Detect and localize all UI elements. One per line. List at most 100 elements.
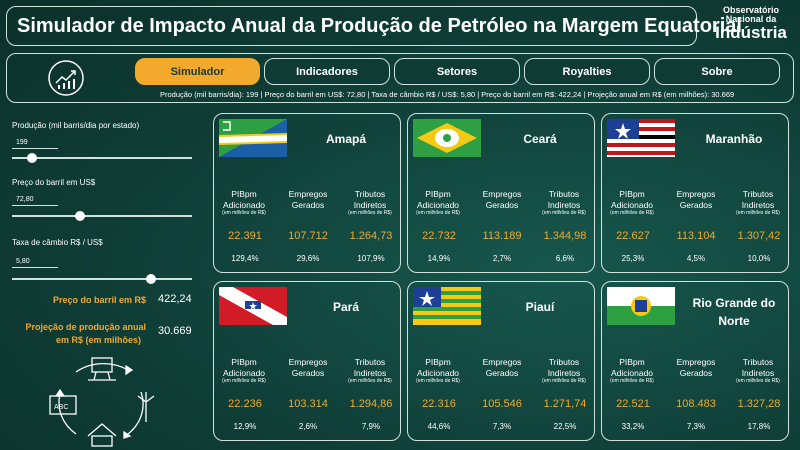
- pib-pct: 33,2%: [621, 422, 645, 431]
- tab-simulador[interactable]: Simulador: [135, 58, 260, 85]
- fx-input[interactable]: 5,80: [16, 258, 30, 265]
- page-title: Simulador de Impacto Anual da Produção d…: [17, 15, 742, 37]
- trib-unit: (em milhões de R$): [736, 210, 780, 216]
- pib-pct: 129,4%: [231, 254, 259, 263]
- trib-unit: (em milhões de R$): [542, 210, 586, 216]
- pib-value: 22.236: [228, 398, 262, 410]
- state-name: Pará: [332, 300, 360, 314]
- price-brl-label: Preço do barril em R$: [52, 295, 146, 305]
- trib-unit: (em milhões de R$): [542, 378, 586, 384]
- pib-header: PIBpm Adicionado: [416, 357, 460, 378]
- pib-unit: (em milhões de R$): [610, 210, 654, 216]
- trib-header: Tributos Indiretos: [547, 189, 581, 210]
- emp-header: Empregos Gerados: [482, 357, 522, 378]
- fx-slider-handle[interactable]: [145, 274, 156, 284]
- pib-unit: (em milhões de R$): [222, 378, 266, 384]
- logo-line-1: Observatório: [722, 5, 780, 15]
- production-input[interactable]: 199: [16, 139, 28, 146]
- emp-header: Empregos Gerados: [676, 189, 716, 210]
- trib-value: 1.294,86: [349, 398, 393, 410]
- state-card-rio-grande-do-norte: Rio Grande do Norte PIBpm Adicionado Emp…: [601, 281, 789, 441]
- state-name: Maranhão: [705, 132, 763, 146]
- trib-unit: (em milhões de R$): [348, 378, 392, 384]
- trib-value: 1.264,73: [349, 230, 393, 242]
- trib-header: Tributos Indiretos: [741, 357, 775, 378]
- price-brl-value: 422,24: [158, 293, 192, 305]
- emp-value: 113.189: [482, 230, 522, 242]
- state-card-maranhao: Maranhão PIBpm Adicionado Empregos Gerad…: [601, 113, 789, 273]
- ceara-flag: [413, 119, 481, 157]
- emp-value: 105.546: [482, 398, 522, 410]
- state-name: Rio Grande do Norte: [692, 296, 776, 328]
- fx-label: Taxa de câmbio R$ / US$: [12, 238, 103, 247]
- pib-header: PIBpm Adicionado: [610, 189, 654, 210]
- production-slider-handle[interactable]: [26, 153, 37, 163]
- logo-line-2: Nacional da: [725, 14, 777, 24]
- trib-header: Tributos Indiretos: [547, 357, 581, 378]
- trib-pct: 107,9%: [357, 254, 385, 263]
- trib-pct: 6,6%: [555, 254, 575, 263]
- tab-sobre[interactable]: Sobre: [654, 58, 780, 85]
- fx-input-underline: [12, 267, 58, 268]
- price-usd-slider-track[interactable]: [12, 215, 192, 217]
- state-name: Amapá: [325, 132, 366, 146]
- tab-setores[interactable]: Setores: [394, 58, 520, 85]
- pib-value: 22.316: [422, 398, 456, 410]
- growth-chart-icon: [48, 60, 84, 96]
- pib-value: 22.732: [422, 230, 456, 242]
- pib-pct: 12,9%: [233, 422, 257, 431]
- production-slider-track[interactable]: [12, 157, 192, 159]
- state-name: Piauí: [525, 300, 555, 314]
- trib-header: Tributos Indiretos: [741, 189, 775, 210]
- maranhao-flag: [607, 119, 675, 157]
- pib-header: PIBpm Adicionado: [610, 357, 654, 378]
- state-card-ceara: Ceará PIBpm Adicionado Empregos Gerados …: [407, 113, 595, 273]
- tab-royalties[interactable]: Royalties: [524, 58, 650, 85]
- trib-unit: (em milhões de R$): [348, 210, 392, 216]
- emp-pct: 29,6%: [296, 254, 320, 263]
- state-card-amapa: Amapá PIBpm Adicionado Empregos Gerados …: [213, 113, 401, 273]
- value-chain-cycle-icon: ABC: [49, 357, 155, 447]
- price-usd-input[interactable]: 72,80: [16, 196, 34, 203]
- projection-value: 30.669: [158, 325, 192, 337]
- emp-value: 113.104: [676, 230, 716, 242]
- trib-value: 1.307,42: [737, 230, 781, 242]
- pib-value: 22.627: [616, 230, 650, 242]
- pib-header: PIBpm Adicionado: [416, 189, 460, 210]
- emp-pct: 7,3%: [492, 422, 512, 431]
- pib-pct: 14,9%: [427, 254, 451, 263]
- pib-unit: (em milhões de R$): [222, 210, 266, 216]
- emp-header: Empregos Gerados: [482, 189, 522, 210]
- emp-header: Empregos Gerados: [288, 189, 328, 210]
- tab-indicadores[interactable]: Indicadores: [264, 58, 390, 85]
- production-input-underline: [12, 148, 58, 149]
- production-label: Produção (mil barris/dia por estado): [12, 121, 140, 130]
- observatorio-logo: Observatório Nacional da Indústria: [708, 5, 794, 42]
- trib-value: 1.271,74: [543, 398, 587, 410]
- fx-slider-track[interactable]: [12, 278, 192, 280]
- emp-pct: 2,6%: [298, 422, 318, 431]
- title-bar: Simulador de Impacto Anual da Produção d…: [6, 6, 742, 46]
- projection-label-2: em R$ (em milhões): [55, 335, 141, 345]
- trib-header: Tributos Indiretos: [353, 189, 387, 210]
- pib-pct: 44,6%: [427, 422, 451, 431]
- summary-line: Produção (mil barris/dia): 199 | Preço d…: [160, 90, 735, 99]
- pib-unit: (em milhões de R$): [416, 378, 460, 384]
- emp-pct: 7,3%: [686, 422, 706, 431]
- trib-pct: 10,0%: [747, 254, 771, 263]
- emp-value: 107.712: [288, 230, 328, 242]
- pib-header: PIBpm Adicionado: [222, 189, 266, 210]
- price-usd-slider-handle[interactable]: [75, 211, 86, 221]
- trib-header: Tributos Indiretos: [353, 357, 387, 378]
- state-name: Ceará: [523, 132, 557, 146]
- pib-unit: (em milhões de R$): [416, 210, 460, 216]
- price-usd-label: Preço do barril em US$: [12, 178, 96, 187]
- pib-unit: (em milhões de R$): [610, 378, 654, 384]
- emp-pct: 4,5%: [686, 254, 706, 263]
- emp-header: Empregos Gerados: [676, 357, 716, 378]
- piaui-flag: [413, 287, 481, 325]
- emp-pct: 2,7%: [492, 254, 512, 263]
- trib-pct: 7,9%: [361, 422, 381, 431]
- para-flag: [219, 287, 287, 325]
- trib-value: 1.344,98: [543, 230, 587, 242]
